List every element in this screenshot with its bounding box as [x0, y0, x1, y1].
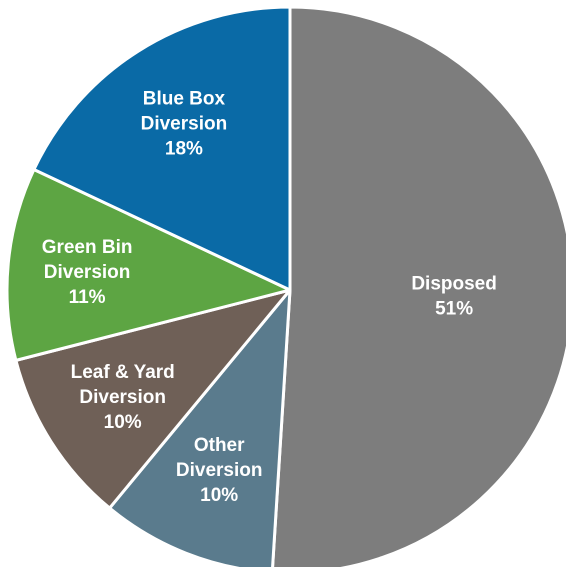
pie-slice-disposed	[271, 5, 566, 567]
pie-slice-green-bin-diversion	[5, 168, 292, 362]
slice-label-blue-box-diversion: Blue Box Diversion 18%	[141, 89, 228, 160]
slice-value-label: 10%	[104, 412, 142, 433]
slice-name-label: Disposed	[411, 274, 497, 295]
slice-value-label: 51%	[435, 299, 473, 320]
slice-label-green-bin-diversion: Green Bin Diversion 11%	[42, 237, 133, 308]
slices-layer	[5, 5, 566, 567]
pie-slice-blue-box-diversion	[32, 5, 292, 292]
slice-name-label: Diversion	[79, 387, 166, 408]
labels-layer: Disposed 51% Other Diversion 10% Leaf & Yard D…	[42, 89, 497, 506]
slice-name-label: Other	[194, 435, 245, 456]
slice-value-label: 10%	[200, 485, 238, 506]
slice-name-label: Diversion	[141, 114, 228, 135]
slice-value-label: 18%	[165, 139, 203, 160]
slice-name-label: Leaf & Yard	[71, 362, 175, 383]
pie-slice-leaf-and-yard-diversion	[14, 288, 292, 510]
slice-name-label: Green Bin	[42, 237, 133, 258]
slice-label-leaf-and-yard-diversion: Leaf & Yard Diversion 10%	[71, 362, 175, 433]
slice-name-label: Diversion	[176, 460, 263, 481]
slice-label-other-diversion: Other Diversion 10%	[176, 435, 263, 506]
slice-label-disposed: Disposed 51%	[411, 274, 497, 320]
slice-name-label: Diversion	[44, 262, 131, 283]
slice-name-label: Blue Box	[143, 89, 226, 110]
pie-slice-other-diversion	[108, 288, 292, 567]
slice-value-label: 11%	[69, 287, 106, 308]
